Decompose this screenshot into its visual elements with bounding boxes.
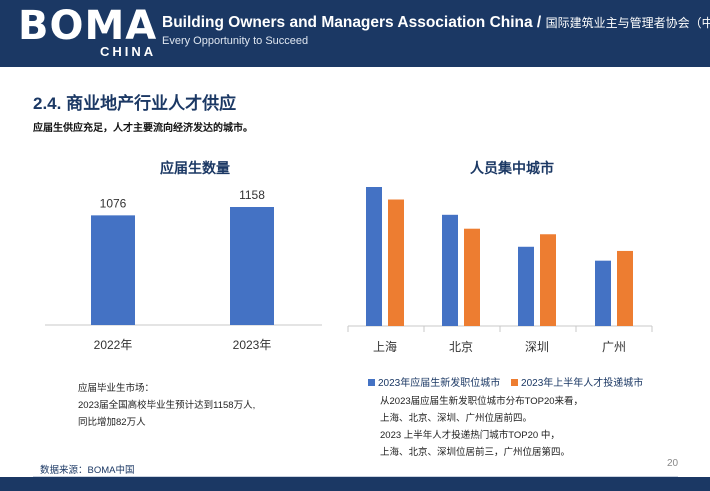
header-tagline: Every Opportunity to Succeed [162, 35, 309, 47]
graduates-data-label: 1076 [100, 196, 127, 210]
cities-category-label: 上海 [373, 339, 397, 354]
cities-category-label: 广州 [602, 340, 626, 354]
boma-logo: BOMA [18, 3, 158, 49]
footer-divider [33, 476, 678, 477]
notes-right: 从2023届应届生新发职位城市分布TOP20来看， 上海、北京、深圳、广州位居前… [380, 393, 583, 461]
note-left-line: 同比增加82万人 [78, 417, 146, 428]
data-source: 数据来源：BOMA中国 [40, 465, 135, 476]
cities-bar-applications [617, 250, 633, 326]
note-right-line: 2023 上半年人才投递热门城市TOP20 中， [380, 430, 560, 441]
header-bar: BOMA CHINA Building Owners and Managers … [0, 0, 710, 67]
graduates-chart-title: 应届生数量 [160, 160, 230, 176]
graduates-bar [91, 215, 135, 325]
legend-label-new-jobs: 2023年应届生新发职位城市 [378, 378, 501, 389]
cities-bar-new-jobs [518, 246, 534, 326]
note-left-line: 应届毕业生市场： [78, 383, 155, 394]
graduates-category-label: 2023年 [233, 338, 272, 352]
header-title: Building Owners and Managers Association… [162, 14, 710, 32]
legend-label-applications: 2023年上半年人才投递城市 [521, 378, 644, 389]
header-title-en: Building Owners and Managers Association… [162, 14, 542, 31]
header-title-cn: 国际建筑业主与管理者协会（中国） [545, 16, 710, 30]
legend-item-new-jobs: 2023年应届生新发职位城市 [368, 378, 500, 389]
legend-swatch-orange [511, 379, 519, 386]
note-right-line: 上海、北京、深圳位居前三，广州位居第四。 [380, 447, 571, 458]
graduates-bar [230, 207, 274, 325]
note-right-line: 从2023届应届生新发职位城市分布TOP20来看， [380, 396, 584, 407]
cities-category-label: 北京 [449, 340, 473, 354]
cities-chart-legend: 2023年应届生新发职位城市 2023年上半年人才投递城市 [368, 374, 651, 389]
notes-left: 应届毕业生市场： 2023届全国高校毕业生预计达到1158万人, 同比增加82万… [78, 380, 255, 431]
legend-item-applications: 2023年上半年人才投递城市 [511, 378, 643, 389]
cities-bar-new-jobs [595, 260, 611, 326]
cities-bar-new-jobs [442, 214, 458, 326]
section-title: 2.4. 商业地产行业人才供应 [33, 94, 237, 113]
note-left-line: 2023届全国高校毕业生预计达到1158万人, [78, 400, 256, 411]
section-subtitle: 应届生供应充足，人才主要流向经济发达的城市。 [33, 123, 253, 134]
boma-logo-sub: CHINA [100, 44, 157, 59]
cities-bar-applications [540, 234, 556, 326]
legend-swatch-blue [368, 379, 375, 386]
cities-bar-applications [464, 228, 480, 326]
note-right-line: 上海、北京、深圳、广州位居前四。 [380, 413, 533, 424]
page-number: 20 [667, 458, 679, 469]
graduates-category-label: 2022年 [94, 338, 133, 352]
footer-bar [0, 477, 710, 491]
cities-bar-new-jobs [366, 187, 382, 326]
cities-chart-title: 人员集中城市 [470, 160, 554, 176]
cities-category-label: 深圳 [525, 340, 549, 354]
cities-bar-applications [388, 199, 404, 326]
graduates-data-label: 1158 [239, 188, 265, 202]
